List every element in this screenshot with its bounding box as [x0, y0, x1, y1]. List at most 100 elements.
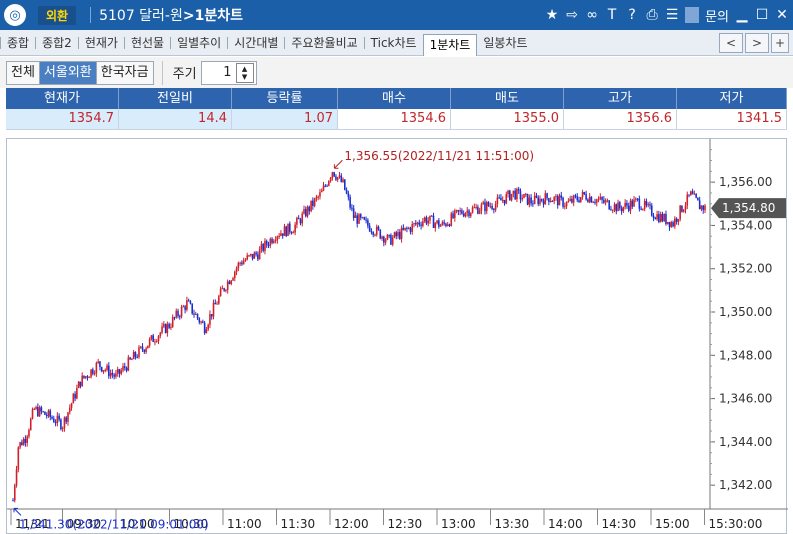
- tab-0[interactable]: 종합: [7, 35, 30, 50]
- price-chart[interactable]: 1,356.00 1,354.00 1,352.00 1,350.00 1,348.00…: [6, 138, 788, 534]
- candle-body: [638, 198, 641, 209]
- candle-body: [324, 185, 327, 187]
- candle-body: [562, 197, 564, 207]
- candle-body: [90, 369, 92, 377]
- candle-body: [198, 318, 201, 323]
- close-icon[interactable]: ✕: [776, 7, 788, 23]
- x-tick-label: 11:30: [281, 517, 316, 531]
- tab-6[interactable]: 주요환율비교: [291, 35, 358, 50]
- candle-body: [365, 219, 367, 221]
- candle-body: [420, 224, 422, 226]
- tab-separator: [170, 36, 172, 49]
- tab-2[interactable]: 현재가: [84, 35, 118, 50]
- candle-body: [352, 208, 355, 218]
- candle-body: [464, 212, 467, 217]
- candle-body: [28, 430, 30, 437]
- candle-body: [264, 240, 266, 251]
- candle-body: [111, 373, 114, 375]
- candle-body: [175, 310, 178, 318]
- candle-body: [654, 217, 657, 220]
- candle-body: [283, 226, 286, 236]
- x-tick-label: 15:30:00: [709, 517, 763, 531]
- tab-separator: [77, 36, 79, 49]
- candle-body: [125, 367, 128, 371]
- tab-8[interactable]: 1분차트: [422, 33, 478, 56]
- star-icon[interactable]: ★: [545, 7, 559, 23]
- candle-body: [704, 205, 706, 211]
- tab-3[interactable]: 현선물: [130, 35, 165, 50]
- candle-body: [155, 341, 158, 343]
- chart-canvas[interactable]: 1,356.00 1,354.00 1,352.00 1,350.00 1,348.00…: [7, 139, 788, 534]
- segment-0[interactable]: 전체: [7, 61, 40, 84]
- list-icon[interactable]: ☰: [665, 7, 679, 23]
- stepper-arrows-icon[interactable]: ▲ ▼: [235, 62, 254, 83]
- candle-body: [203, 322, 206, 334]
- candle-body: [225, 290, 227, 292]
- candle-body: [579, 197, 582, 203]
- x-tick-label: 14:30: [602, 517, 637, 531]
- candle-body: [425, 217, 428, 224]
- candle-body: [209, 314, 211, 325]
- help-icon[interactable]: ?: [628, 7, 636, 23]
- tab-add-button[interactable]: +: [771, 33, 789, 53]
- tab-navigation: < > +: [719, 33, 789, 53]
- candle-body: [487, 202, 490, 206]
- export-icon[interactable]: ⇨: [566, 7, 578, 23]
- quote-header-3: 매수: [338, 88, 451, 109]
- candle-body: [627, 205, 630, 211]
- tab-1[interactable]: 종합2: [42, 35, 72, 50]
- candle-body: [528, 197, 531, 205]
- candle-body: [258, 249, 261, 260]
- candle-body: [642, 208, 644, 210]
- tab-5[interactable]: 시간대별: [234, 35, 279, 50]
- candle-body: [468, 210, 470, 217]
- print-icon[interactable]: ⎙: [646, 7, 658, 23]
- candle-body: [698, 200, 701, 210]
- candle-body: [95, 362, 98, 374]
- maximize-icon[interactable]: ☐: [755, 7, 769, 23]
- candle-body: [441, 222, 444, 225]
- candle-body: [294, 224, 296, 233]
- minimize-icon[interactable]: ▁: [736, 7, 748, 23]
- candle-body: [381, 236, 383, 239]
- tab-9[interactable]: 일봉차트: [483, 35, 528, 50]
- period-value[interactable]: 1: [223, 65, 232, 80]
- candle-body: [418, 222, 421, 225]
- filter-divider: [161, 60, 163, 85]
- tab-prev-button[interactable]: <: [719, 33, 743, 53]
- candle-body: [500, 197, 502, 201]
- quote-value-row: 1354.7 14.4 1.07 1354.6 1355.0 1356.6 1341.5: [6, 109, 787, 130]
- link-icon[interactable]: ∞: [586, 7, 598, 23]
- candle-body: [338, 175, 341, 178]
- candle-body: [218, 296, 220, 304]
- candle-body: [624, 202, 626, 207]
- candle-body: [93, 373, 96, 375]
- candle-body: [436, 220, 438, 224]
- tab-4[interactable]: 일별추이: [177, 35, 222, 50]
- candle-body: [652, 215, 655, 218]
- font-icon[interactable]: T: [607, 7, 617, 23]
- category-badge[interactable]: 외환: [38, 5, 77, 25]
- candle-body: [666, 221, 669, 224]
- tab-next-button[interactable]: >: [745, 33, 769, 53]
- candle-body: [336, 177, 339, 180]
- candle-body: [370, 231, 373, 233]
- candle-body: [97, 361, 99, 363]
- candle-body: [521, 198, 524, 200]
- candle-body: [356, 215, 359, 224]
- candle-body: [407, 227, 410, 229]
- tab-7[interactable]: Tick차트: [370, 35, 417, 50]
- candle-body: [226, 281, 229, 291]
- candle-body: [674, 218, 676, 227]
- candle-body: [246, 255, 249, 260]
- candle-body: [400, 227, 403, 239]
- title-bar: ◎ 외환 5107 달러-원>1분차트 ★ ⇨ ∞ T ? ⎙ ☰ 문의 ▁ ☐…: [0, 0, 793, 30]
- candle-body: [477, 207, 479, 214]
- segment-2[interactable]: 한국자금: [96, 61, 153, 84]
- period-stepper[interactable]: 1 ▲ ▼: [200, 60, 257, 85]
- x-tick-label: 10:30: [174, 517, 209, 531]
- inquiry-button[interactable]: 문의: [705, 9, 729, 25]
- last-price-label: 1,354.80: [722, 201, 775, 215]
- candle-body: [173, 317, 176, 319]
- segment-1[interactable]: 서울외환: [39, 61, 97, 84]
